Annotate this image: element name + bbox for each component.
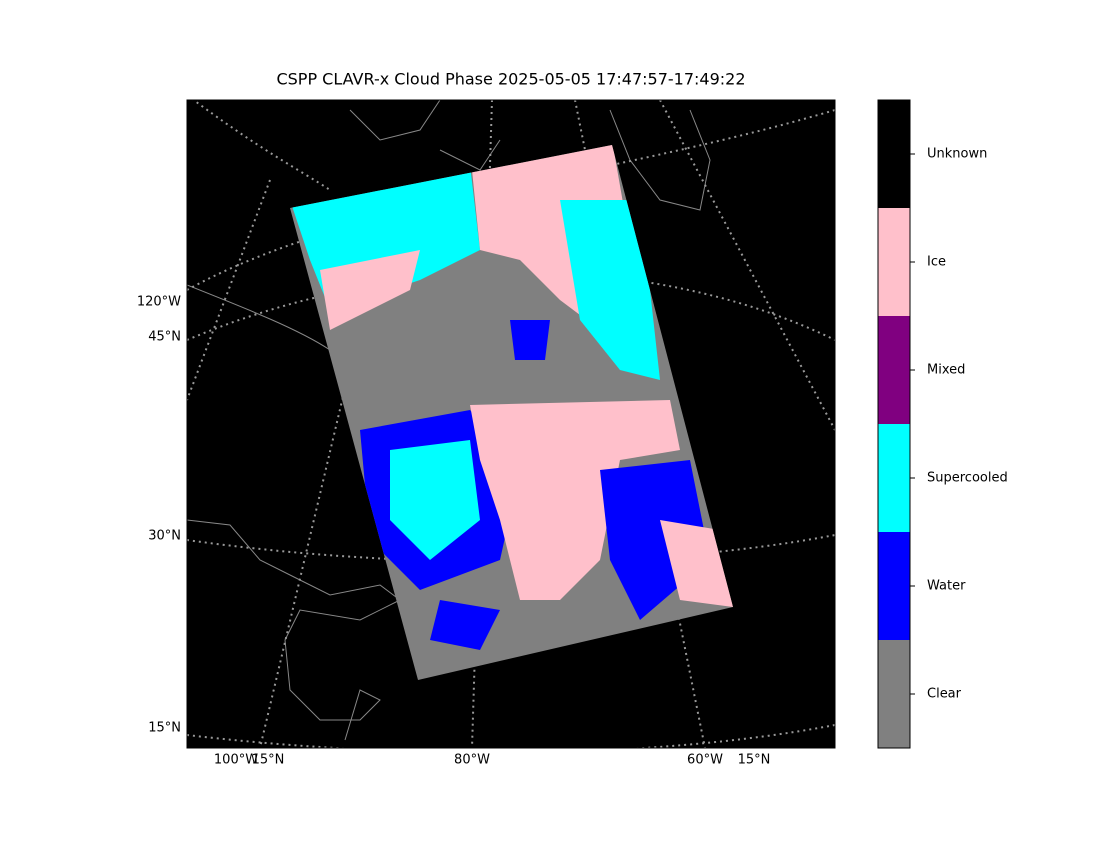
- colorbar-segment: [878, 316, 910, 424]
- colorbar-segment: [878, 424, 910, 532]
- left-label: 45°N: [148, 330, 181, 345]
- bottom-label: 60°W: [687, 753, 723, 768]
- colorbar-label: Mixed: [927, 363, 965, 378]
- bottom-label: 15°N: [252, 753, 285, 768]
- colorbar-segment: [878, 640, 910, 748]
- colorbar-label: Unknown: [927, 147, 987, 162]
- colorbar-segment: [878, 100, 910, 208]
- left-label: 120°W: [137, 295, 181, 310]
- left-label: 15°N: [148, 721, 181, 736]
- map-frame: [186, 99, 836, 749]
- left-labels: 120°W 45°N 30°N 15°N: [137, 295, 181, 736]
- bottom-label: 80°W: [454, 753, 490, 768]
- bottom-label: 15°N: [738, 753, 771, 768]
- colorbar: Clear Water Supercooled Mixed Ice Unknown: [877, 99, 1008, 749]
- title: CSPP CLAVR-x Cloud Phase 2025-05-05 17:4…: [276, 70, 745, 89]
- bottom-labels: 100°W15°N 80°W 60°W 15°N: [214, 753, 770, 768]
- colorbar-frame: [877, 99, 911, 749]
- colorbar-segment: [878, 532, 910, 640]
- colorbar-label: Supercooled: [927, 471, 1008, 486]
- bottom-label: 100°W: [214, 753, 258, 768]
- left-label: 30°N: [148, 529, 181, 544]
- colorbar-segment: [878, 208, 910, 316]
- coastlines: [187, 100, 711, 741]
- colorbar-label: Water: [927, 579, 966, 594]
- colorbar-label: Ice: [927, 255, 946, 270]
- colorbar-label: Clear: [927, 687, 962, 702]
